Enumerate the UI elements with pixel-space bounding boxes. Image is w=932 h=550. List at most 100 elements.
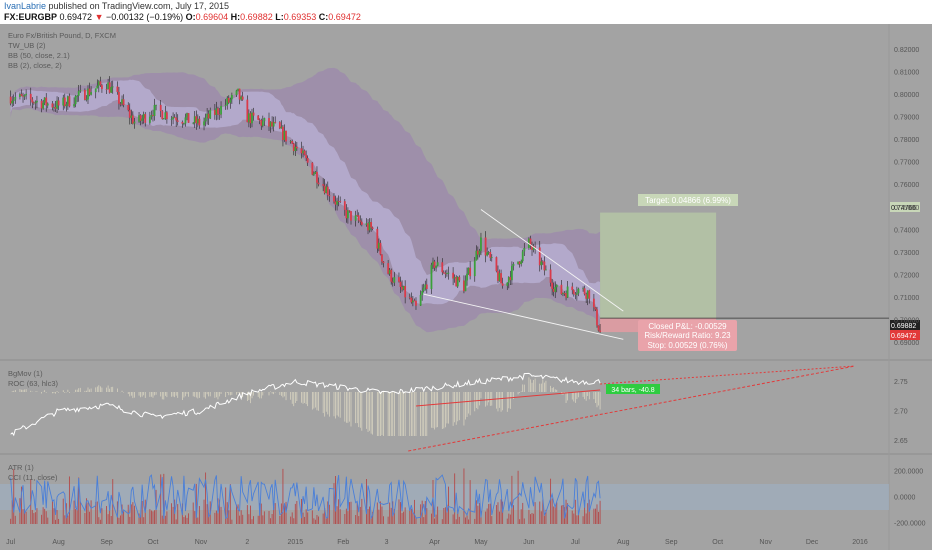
candle bbox=[46, 102, 49, 109]
candle bbox=[328, 189, 331, 202]
candle-body bbox=[155, 104, 157, 106]
candle bbox=[433, 259, 436, 271]
candle-body bbox=[206, 113, 209, 118]
candle-body bbox=[84, 89, 86, 100]
main-legend: Euro Fx/British Pound, D, FXCM TW_UB (2)… bbox=[8, 31, 116, 70]
mid-axis-ticks[interactable]: 2.75 2.70 2.65 bbox=[894, 379, 908, 445]
candle bbox=[88, 82, 91, 97]
close-value: 0.69472 bbox=[328, 12, 361, 22]
candle bbox=[501, 277, 504, 289]
candle bbox=[116, 81, 119, 95]
candle-body bbox=[410, 297, 413, 303]
candle-body bbox=[421, 291, 424, 295]
candle-body bbox=[489, 251, 492, 258]
candle bbox=[261, 115, 264, 128]
lower-axis-ticks[interactable]: 200.0000 0.0000 -200.0000 bbox=[894, 469, 926, 528]
candle-body bbox=[220, 106, 222, 115]
candle-body bbox=[541, 261, 544, 263]
candle-body bbox=[217, 108, 219, 115]
candle bbox=[198, 116, 201, 129]
candle-body bbox=[306, 158, 309, 163]
candle-body bbox=[294, 146, 297, 152]
candle bbox=[377, 238, 380, 252]
candle bbox=[150, 110, 153, 120]
candle-body bbox=[381, 254, 383, 262]
author-link[interactable]: IvanLabrie bbox=[4, 1, 47, 11]
candle-body bbox=[118, 91, 120, 104]
candle-body bbox=[141, 118, 144, 121]
candle-body bbox=[490, 257, 493, 258]
candle-body bbox=[302, 150, 304, 154]
candle bbox=[350, 210, 352, 225]
lower-legend: ATR (1) CCI (11, close) bbox=[8, 463, 58, 482]
x-tick-label: May bbox=[474, 539, 488, 546]
candle bbox=[410, 292, 413, 304]
x-tick-label: Feb bbox=[337, 539, 349, 546]
cci-series-line bbox=[10, 474, 601, 520]
candle-body bbox=[387, 263, 390, 274]
candle-body bbox=[14, 96, 17, 100]
candle bbox=[565, 290, 567, 301]
mid-y-tick-label: 2.70 bbox=[894, 408, 908, 415]
candle bbox=[249, 111, 252, 129]
candle-body bbox=[153, 105, 156, 116]
candle-body bbox=[360, 221, 363, 225]
time-axis-ticks[interactable]: Jul Aug Sep Oct Nov 2 2015 Feb 3 Apr May Jun Jul Aug S… bbox=[6, 539, 868, 546]
candle bbox=[141, 114, 144, 125]
candle-body bbox=[348, 210, 351, 212]
candle bbox=[387, 260, 390, 275]
legend-line-3: BB (50, close, 2.1) bbox=[8, 51, 70, 60]
candle bbox=[554, 281, 557, 299]
chart-canvas[interactable]: Euro Fx/British Pound, D, FXCM TW_UB (2)… bbox=[0, 24, 932, 550]
candle-body bbox=[480, 237, 482, 251]
candle-body bbox=[161, 111, 164, 120]
candle-body bbox=[235, 90, 238, 95]
candle-body bbox=[295, 146, 298, 149]
candle bbox=[90, 86, 92, 96]
legend-line-2: TW_UB (2) bbox=[8, 41, 46, 50]
candle-body bbox=[85, 99, 88, 101]
candle bbox=[456, 276, 459, 289]
candle bbox=[512, 262, 515, 271]
candle-body bbox=[23, 95, 26, 97]
candle-body bbox=[173, 116, 176, 118]
candle-body bbox=[436, 262, 439, 266]
candle bbox=[371, 226, 374, 231]
candle-body bbox=[271, 121, 274, 127]
candle bbox=[108, 76, 111, 94]
candle bbox=[224, 99, 227, 110]
candle bbox=[101, 83, 103, 93]
candle bbox=[32, 101, 35, 106]
candle-body bbox=[404, 285, 407, 298]
candle bbox=[229, 97, 232, 109]
candle bbox=[316, 166, 318, 189]
candle-body bbox=[285, 130, 287, 142]
candle-body bbox=[53, 107, 55, 108]
candle-body bbox=[74, 95, 77, 105]
indicator-trendlines[interactable] bbox=[408, 365, 856, 452]
candle-body bbox=[390, 269, 393, 282]
wedge-trendlines[interactable] bbox=[423, 209, 624, 340]
candle bbox=[258, 118, 261, 125]
candle-body bbox=[183, 123, 185, 125]
candle-body bbox=[487, 251, 490, 253]
candle-body bbox=[170, 118, 173, 120]
price-axis-ticks[interactable]: 0.82000 0.81000 0.80000 0.79000 0.78000 0.770… bbox=[894, 47, 919, 347]
candle bbox=[367, 219, 369, 235]
candle bbox=[142, 111, 145, 124]
candle bbox=[552, 282, 555, 297]
candle bbox=[184, 113, 187, 127]
candle-body bbox=[122, 99, 125, 106]
candle bbox=[314, 171, 317, 175]
candle-body bbox=[534, 246, 537, 248]
candle-body bbox=[388, 269, 391, 274]
candle-body bbox=[370, 222, 373, 228]
candle-body bbox=[425, 284, 428, 289]
candle bbox=[415, 297, 417, 310]
candle-body bbox=[213, 110, 216, 115]
candle-body bbox=[274, 122, 277, 123]
candle-body bbox=[19, 94, 21, 97]
candle bbox=[334, 195, 337, 211]
candle bbox=[467, 267, 470, 275]
candle-body bbox=[139, 115, 142, 121]
